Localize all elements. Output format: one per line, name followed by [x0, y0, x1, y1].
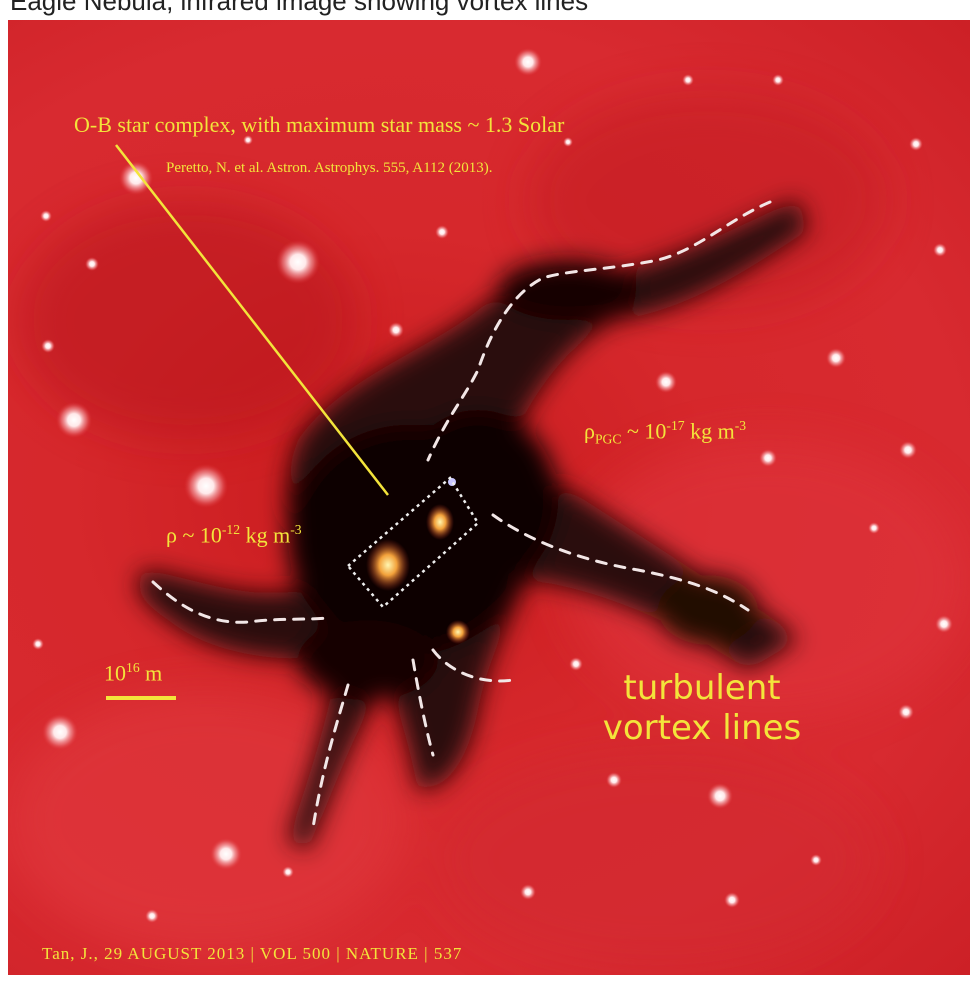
- stars: [32, 48, 953, 923]
- cropped-caption: Eagle Nebula, infrared image showing vor…: [10, 0, 589, 16]
- footer-citation: Tan, J., 29 AUGUST 2013 | VOL 500 | NATU…: [42, 944, 463, 963]
- vortex-lines: [151, 200, 772, 830]
- core-sources: [366, 478, 470, 644]
- diffuse-nebulosity: [8, 90, 968, 970]
- dark-cloud: [137, 200, 808, 850]
- nebula-artwork: [8, 48, 968, 970]
- reference-label: Peretto, N. et al. Astron. Astrophys. 55…: [166, 160, 493, 176]
- pointer-line: [115, 144, 389, 496]
- rho-core-label: ρ ~ 10-12 kg m-3: [166, 522, 302, 548]
- vortex-label-line2: vortex lines: [602, 708, 802, 748]
- rho-pgc-label: ρPGC ~ 10-17 kg m-3: [584, 418, 747, 447]
- vortex-label-line1: turbulent: [623, 668, 781, 708]
- turbulent-vortex-label: turbulent vortex lines: [592, 668, 812, 748]
- ob-complex-label: O-B star complex, with maximum star mass…: [74, 112, 565, 137]
- scale-label: 1016 m: [104, 660, 163, 686]
- nebula-image: O-B star complex, with maximum star mass…: [8, 20, 970, 975]
